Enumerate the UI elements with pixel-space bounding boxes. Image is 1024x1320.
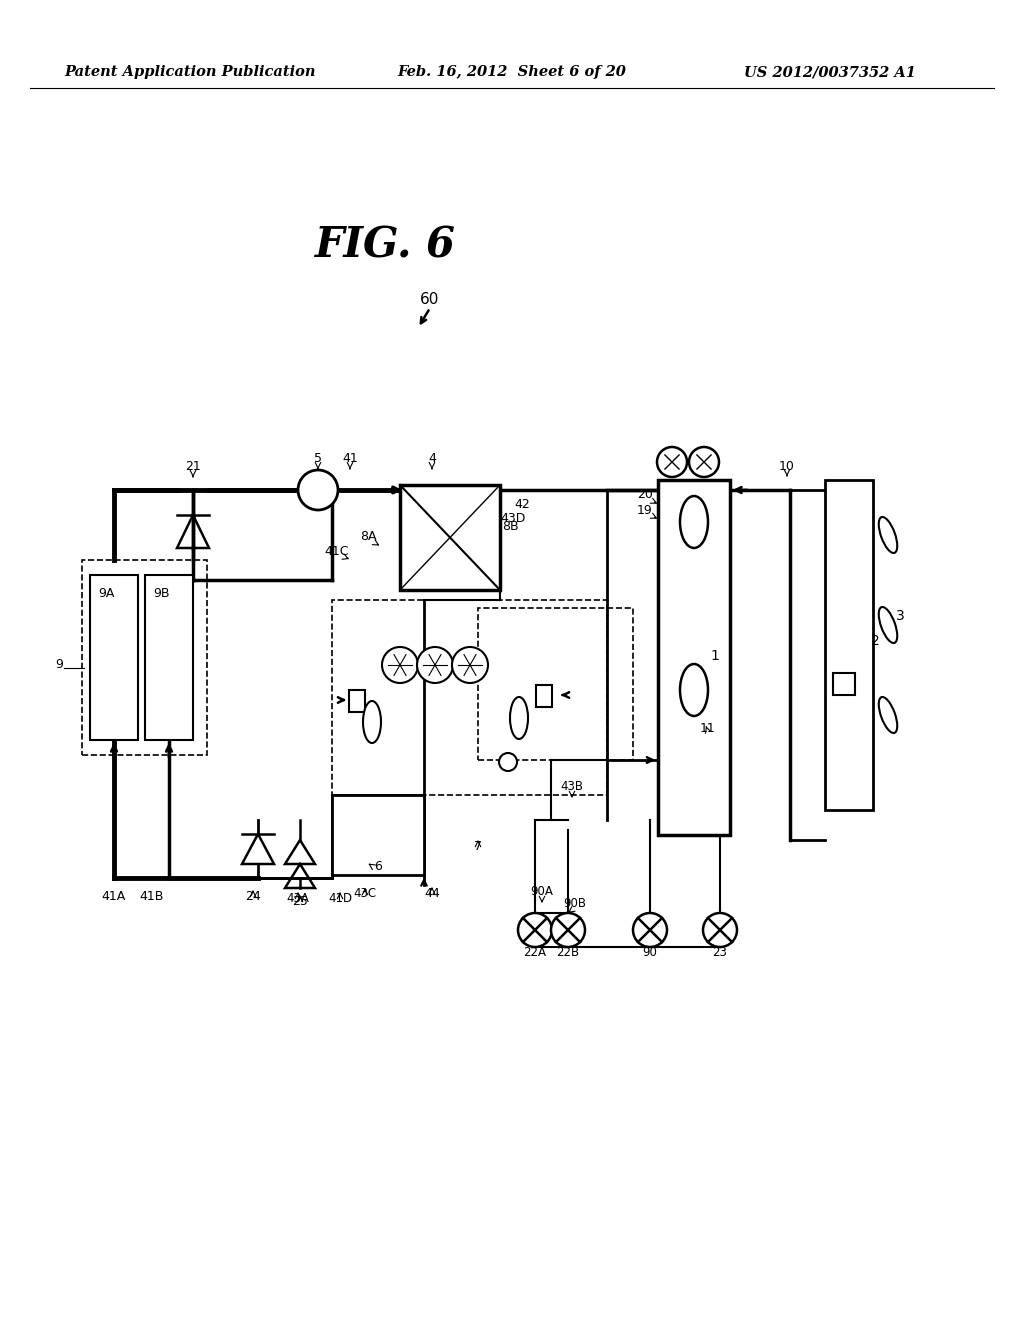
- Text: 1: 1: [711, 649, 720, 663]
- Text: 8B: 8B: [502, 520, 518, 533]
- Bar: [349, 690, 365, 711]
- Text: 9B: 9B: [153, 587, 169, 601]
- Text: 9: 9: [55, 657, 63, 671]
- Ellipse shape: [879, 607, 897, 643]
- Text: 41C: 41C: [325, 545, 349, 558]
- Bar: [90, 576, 138, 741]
- Bar: [478, 609, 633, 760]
- Circle shape: [657, 447, 687, 477]
- Circle shape: [551, 913, 585, 946]
- Text: 8A: 8A: [359, 531, 376, 543]
- Circle shape: [298, 470, 338, 510]
- Text: 25: 25: [292, 895, 308, 908]
- Text: 41D: 41D: [328, 892, 352, 906]
- Circle shape: [417, 647, 453, 682]
- Text: 24: 24: [245, 890, 261, 903]
- Circle shape: [703, 913, 737, 946]
- Text: US 2012/0037352 A1: US 2012/0037352 A1: [744, 65, 915, 79]
- Text: 11: 11: [700, 722, 716, 735]
- Bar: [332, 795, 424, 875]
- Text: 10: 10: [779, 459, 795, 473]
- Text: 43A: 43A: [287, 892, 309, 906]
- Text: 42: 42: [514, 498, 529, 511]
- Circle shape: [382, 647, 418, 682]
- Text: 22B: 22B: [556, 946, 580, 960]
- Bar: [658, 480, 730, 836]
- Text: 19: 19: [637, 504, 653, 517]
- Circle shape: [499, 752, 517, 771]
- Text: 9A: 9A: [98, 587, 115, 601]
- Text: 5: 5: [314, 451, 322, 465]
- Text: FIG. 6: FIG. 6: [314, 224, 456, 267]
- Text: 7: 7: [474, 840, 482, 853]
- Bar: [833, 673, 855, 696]
- Bar: [825, 480, 873, 810]
- Ellipse shape: [680, 664, 708, 715]
- Text: 3: 3: [896, 609, 904, 623]
- Text: 6: 6: [374, 861, 382, 873]
- Circle shape: [518, 913, 552, 946]
- Ellipse shape: [362, 701, 381, 743]
- Text: 23: 23: [713, 946, 727, 960]
- Text: 43C: 43C: [353, 887, 377, 900]
- Bar: [332, 601, 607, 795]
- Circle shape: [689, 447, 719, 477]
- Circle shape: [452, 647, 488, 682]
- Circle shape: [633, 913, 667, 946]
- Text: 90A: 90A: [530, 884, 553, 898]
- Text: 21: 21: [185, 459, 201, 473]
- Ellipse shape: [680, 496, 708, 548]
- Text: 90B: 90B: [563, 898, 587, 909]
- Bar: [82, 560, 207, 755]
- Text: 22A: 22A: [523, 946, 547, 960]
- Text: 41B: 41B: [140, 890, 164, 903]
- Text: 2: 2: [870, 634, 880, 648]
- Text: 41A: 41A: [101, 890, 126, 903]
- Text: Patent Application Publication: Patent Application Publication: [65, 65, 315, 79]
- Ellipse shape: [879, 697, 897, 733]
- Text: 20: 20: [637, 488, 653, 502]
- Ellipse shape: [510, 697, 528, 739]
- Text: Feb. 16, 2012  Sheet 6 of 20: Feb. 16, 2012 Sheet 6 of 20: [397, 65, 627, 79]
- Bar: [536, 685, 552, 708]
- Text: 43D: 43D: [501, 512, 525, 525]
- Ellipse shape: [879, 517, 897, 553]
- Text: 90: 90: [643, 946, 657, 960]
- Text: 43B: 43B: [560, 780, 584, 793]
- Text: 4: 4: [428, 451, 436, 465]
- Bar: [145, 576, 193, 741]
- Text: 60: 60: [420, 293, 439, 308]
- Text: 41: 41: [342, 451, 357, 465]
- Text: 44: 44: [424, 887, 440, 900]
- Bar: [400, 484, 500, 590]
